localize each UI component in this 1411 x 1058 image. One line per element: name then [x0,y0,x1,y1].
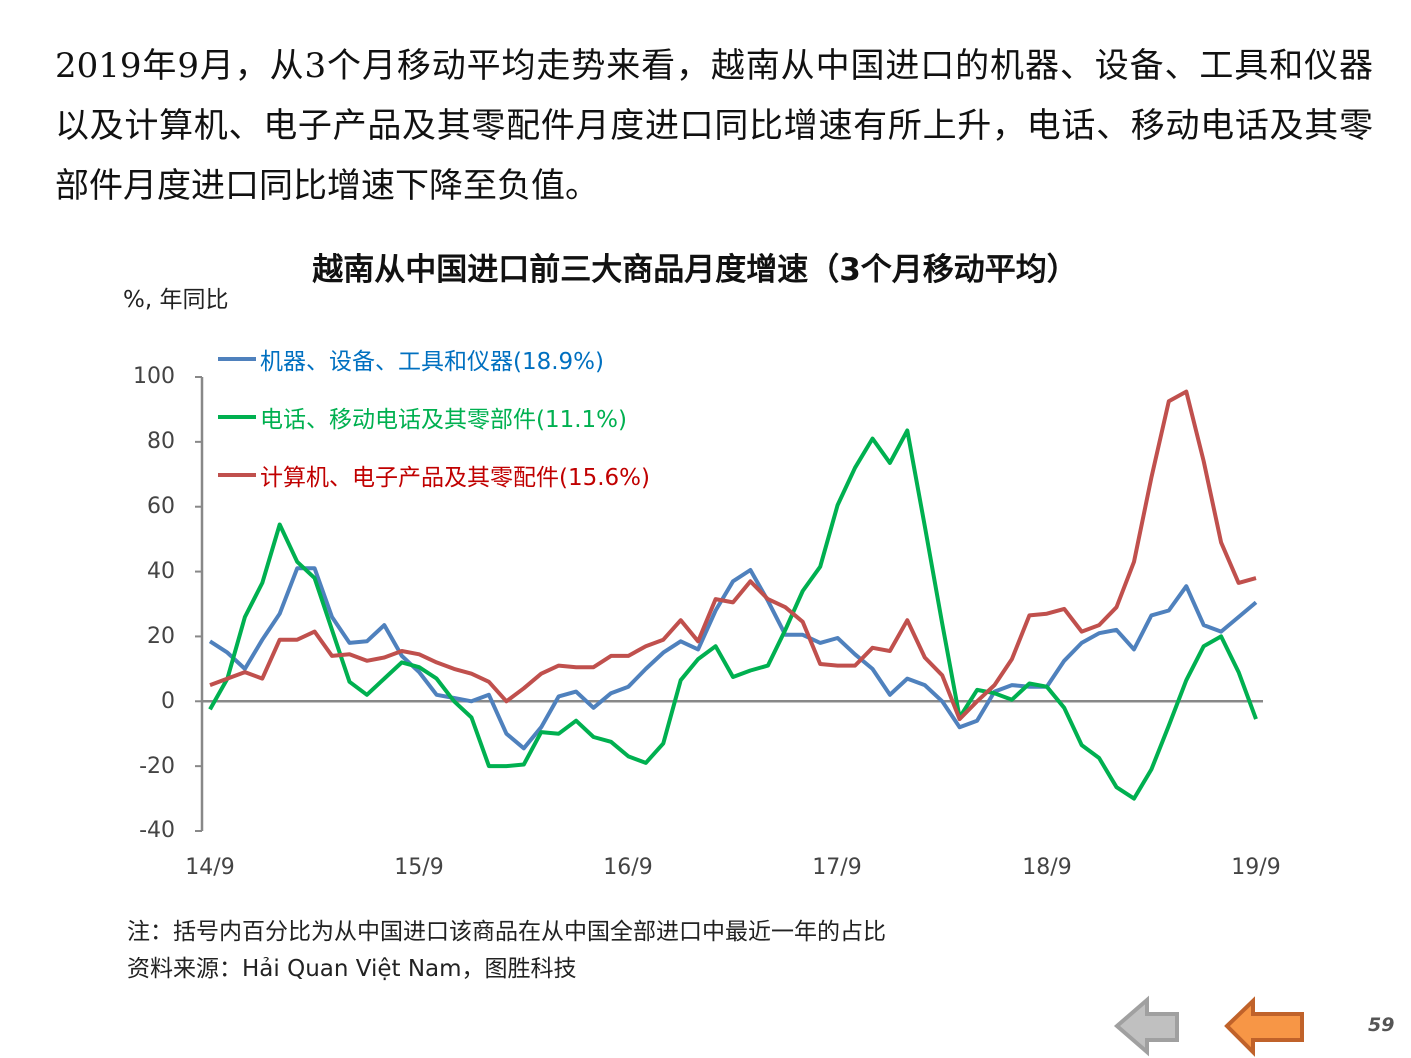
y-tick-label: -20 [139,754,175,779]
y-tick-label: 40 [147,559,175,584]
chart-note: 注：括号内百分比为从中国进口该商品在从中国全部进口中最近一年的占比 [127,919,886,945]
previous-arrow-icon[interactable] [1224,996,1304,1057]
legend-label: 计算机、电子产品及其零配件(15.6%) [260,465,651,491]
legend-swatch [218,357,256,361]
legend-swatch [218,415,256,419]
series-line-1 [208,428,1258,801]
back-arrow-icon[interactable] [1113,995,1179,1057]
y-axis-unit-label: %, 年同比 [123,287,229,313]
x-tick-label: 19/9 [1231,855,1281,880]
chart-source: 资料来源：Hải Quan Việt Nam，图胜科技 [127,956,577,982]
legend-item-machinery: 机器、设备、工具和仪器(18.9%) [218,342,604,376]
y-tick-label: 0 [161,689,175,714]
y-tick-label: 60 [147,494,175,519]
chart-title: 越南从中国进口前三大商品月度增速（3个月移动平均） [312,252,1078,288]
x-tick-label: 16/9 [603,855,653,880]
y-tick-label: 20 [147,624,175,649]
legend-item-phones: 电话、移动电话及其零部件(11.1%) [218,400,627,434]
series-line-2 [209,389,1257,722]
x-tick-label: 15/9 [394,855,444,880]
x-tick-label: 17/9 [812,855,862,880]
y-tick-label: 80 [147,429,175,454]
y-tick-label: -40 [139,818,175,843]
page-number: 59 [1368,1014,1395,1036]
x-tick-label: 14/9 [185,855,235,880]
legend-label: 电话、移动电话及其零部件(11.1%) [260,407,628,433]
x-tick-label: 18/9 [1022,855,1072,880]
summary-paragraph: 2019年9月，从3个月移动平均走势来看，越南从中国进口的机器、设备、工具和仪器… [55,46,1373,206]
legend-item-computers: 计算机、电子产品及其零配件(15.6%) [218,458,650,492]
y-tick-label: 100 [133,364,175,389]
legend-label: 机器、设备、工具和仪器(18.9%) [260,349,605,375]
legend-swatch [218,473,256,477]
series-line-0 [208,566,1258,751]
